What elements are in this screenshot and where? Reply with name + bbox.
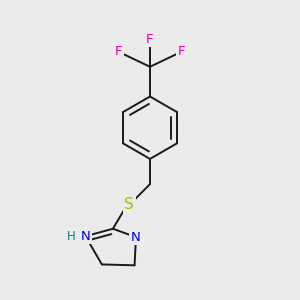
Text: F: F: [115, 45, 122, 58]
Text: F: F: [146, 33, 154, 46]
Text: F: F: [178, 45, 185, 58]
Text: S: S: [124, 197, 134, 212]
Text: H: H: [67, 230, 76, 243]
Text: N: N: [81, 230, 90, 243]
Text: N: N: [131, 231, 141, 244]
